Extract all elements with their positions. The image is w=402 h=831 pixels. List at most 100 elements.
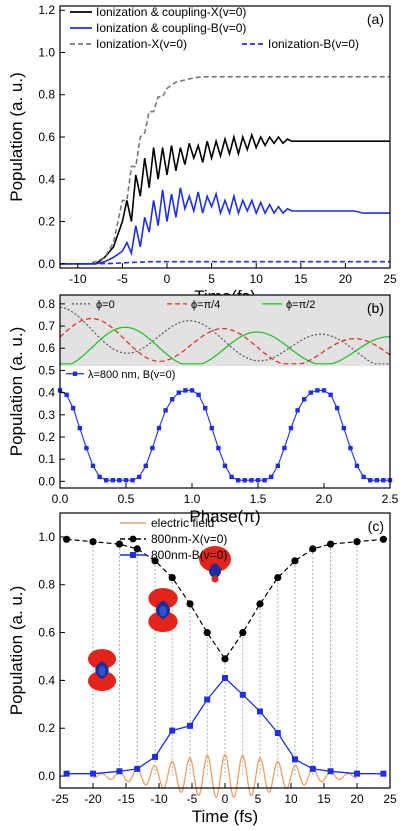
orbital-illustration-mid	[148, 587, 178, 633]
y-tick-label: 0.0	[38, 769, 55, 783]
y-tick-label: 0.8	[38, 578, 55, 592]
data-point-square	[163, 408, 168, 413]
x-tick-label: -10	[69, 272, 87, 286]
data-point-square	[380, 770, 387, 777]
data-point-circle	[151, 557, 159, 565]
y-axis-label: Population (a. u.)	[7, 72, 26, 201]
y-tick-label: 0.1	[38, 452, 55, 466]
x-axis-label: Time (fs)	[192, 807, 258, 826]
y-tick-label: 0.2	[38, 430, 55, 444]
data-point-circle	[327, 540, 335, 548]
inset-legend-label: ϕ=0	[96, 299, 115, 311]
data-point-square	[255, 478, 261, 483]
data-point-square	[90, 463, 96, 469]
data-point-square	[275, 463, 280, 469]
data-point-square	[156, 425, 162, 431]
legend-marker	[130, 552, 136, 558]
data-point-circle	[291, 557, 299, 565]
orbital-core-highlight	[98, 666, 106, 676]
data-point-square	[123, 478, 129, 483]
data-point-square	[321, 388, 327, 393]
legend-label: Ionization & coupling-B(v=0)	[96, 21, 246, 35]
y-tick-label: 1.2	[38, 3, 55, 17]
data-point-circle	[133, 545, 141, 553]
data-point-square	[302, 397, 307, 402]
data-point-square	[71, 405, 76, 411]
data-point-circle	[274, 573, 282, 582]
data-point-square	[97, 474, 102, 480]
data-point-square	[274, 730, 281, 736]
phi-0-curve	[59, 306, 390, 365]
inset-legend-label: ϕ=π/2	[286, 299, 315, 311]
panel-label: (a)	[367, 11, 384, 27]
legend-label: Ionization-X(v=0)	[96, 37, 187, 51]
orbital-illustration-peak	[199, 546, 231, 583]
data-point-circle	[203, 628, 211, 637]
orbital-lobe-top	[88, 649, 116, 669]
x-tick-label: 1.5	[250, 492, 267, 506]
data-point-square	[63, 770, 70, 777]
orbital-illustration-early	[88, 649, 116, 691]
data-point-square	[64, 392, 69, 398]
data-point-square	[308, 390, 313, 395]
data-point-circle	[115, 540, 123, 548]
legend-marker	[72, 371, 78, 376]
data-point-square	[84, 445, 89, 451]
data-point-square	[130, 478, 135, 483]
series-x-line	[66, 538, 384, 660]
data-point-square	[229, 474, 234, 480]
y-tick-label: 0.4	[38, 673, 55, 687]
y-tick-label: 0.0	[38, 474, 55, 488]
data-point-square	[327, 768, 334, 775]
data-point-square	[90, 770, 96, 777]
x-tick-label: 15	[317, 792, 331, 806]
legend-label: 800nm-X(v=0)	[151, 532, 227, 546]
y-tick-label: 0.6	[38, 130, 55, 144]
series-b-coupling-line	[60, 187, 390, 265]
data-point-square	[143, 463, 148, 469]
y-tick-label: 0.6	[38, 626, 55, 640]
data-point-circle	[256, 600, 264, 608]
data-point-square	[196, 392, 201, 398]
x-tick-label: 0.0	[52, 492, 69, 506]
data-point-square	[216, 445, 221, 451]
data-point-square	[282, 445, 287, 451]
y-tick-label: 0.4	[38, 386, 55, 400]
y-tick-label: 0.7	[38, 319, 55, 333]
data-point-square	[309, 765, 316, 772]
data-point-square	[328, 392, 333, 398]
y-tick-label: 0.0	[38, 257, 55, 271]
legend-label: 800nm-B(v=0)	[151, 548, 227, 562]
orbital-lobe-bottom	[211, 575, 219, 583]
x-tick-label: 2.0	[316, 492, 333, 506]
data-point-square	[189, 388, 195, 393]
panel-label: (b)	[367, 300, 384, 316]
x-tick-label: 5	[208, 272, 215, 286]
data-point-circle	[186, 600, 194, 608]
orbital-lobe-bottom	[88, 671, 116, 691]
series-x-ionization-line	[60, 76, 390, 265]
data-point-square	[134, 765, 141, 772]
y-tick-label: 0.5	[38, 363, 55, 377]
data-point-square	[222, 675, 228, 681]
x-tick-label: 25	[383, 792, 397, 806]
data-point-square	[150, 445, 155, 451]
x-tick-label: 25	[383, 272, 397, 286]
orbital-core	[209, 563, 221, 579]
orbital-lobe-bottom	[148, 611, 178, 633]
data-point-square	[222, 463, 228, 469]
x-tick-label: 0	[222, 792, 229, 806]
x-tick-label: 0	[164, 272, 171, 286]
y-tick-label: 0.6	[38, 341, 55, 355]
data-point-square	[183, 388, 188, 393]
data-point-circle	[63, 535, 71, 543]
y-axis-label: Population (a. u.)	[7, 327, 26, 456]
x-tick-label: 10	[284, 792, 298, 806]
legend-label: Ionization-B(v=0)	[268, 37, 359, 51]
x-tick-label: -20	[84, 792, 102, 806]
data-point-circle	[239, 628, 247, 637]
data-point-circle	[221, 655, 229, 663]
data-point-square	[176, 390, 181, 395]
data-point-square	[348, 445, 353, 451]
legend-label: Ionization & coupling-X(v=0)	[96, 5, 246, 19]
